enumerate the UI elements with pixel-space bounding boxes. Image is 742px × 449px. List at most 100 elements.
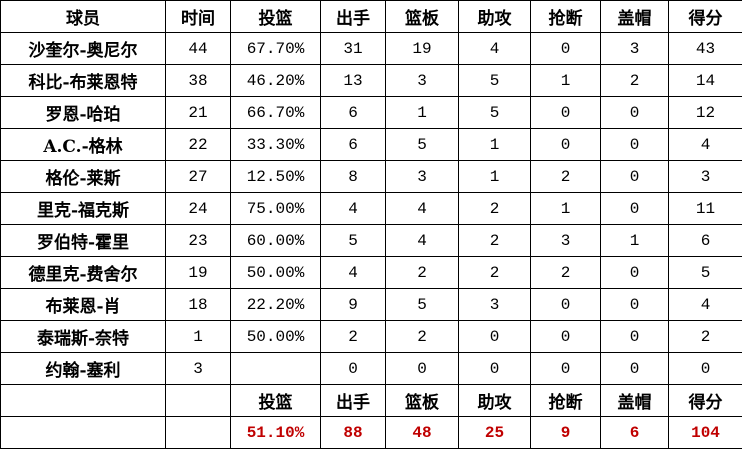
- stat-cell: 0: [530, 288, 601, 321]
- header-row: 球员 时间 投篮 出手 篮板 助攻 抢断 盖帽 得分: [0, 0, 742, 33]
- stat-cell: 75.00%: [230, 192, 321, 225]
- stat-cell: 44: [165, 32, 231, 65]
- total-cell: 104: [668, 416, 742, 449]
- player-name-cell: 泰瑞斯-奈特: [0, 320, 166, 353]
- stat-cell: 66.70%: [230, 96, 321, 129]
- stat-cell: 2: [600, 64, 669, 97]
- stat-cell: 1: [530, 192, 601, 225]
- stat-cell: 4: [668, 288, 742, 321]
- stat-cell: 2: [458, 256, 531, 289]
- stat-cell: 0: [600, 128, 669, 161]
- stat-cell: 19: [165, 256, 231, 289]
- stat-cell: 4: [320, 256, 386, 289]
- table-row: 布莱恩-肖 18 22.20% 9 5 3 0 0 4: [0, 288, 742, 321]
- summary-label-cell: [165, 384, 231, 417]
- stat-cell: 1: [458, 128, 531, 161]
- stat-cell: 3: [600, 32, 669, 65]
- stat-cell: [230, 352, 321, 385]
- stat-cell: 23: [165, 224, 231, 257]
- player-name-cell: 科比-布莱恩特: [0, 64, 166, 97]
- stat-cell: 2: [458, 192, 531, 225]
- stat-cell: 5: [320, 224, 386, 257]
- stat-cell: 9: [320, 288, 386, 321]
- player-name-cell: 布莱恩-肖: [0, 288, 166, 321]
- summary-label-cell: 出手: [320, 384, 386, 417]
- column-header: 得分: [668, 0, 742, 33]
- stat-cell: 67.70%: [230, 32, 321, 65]
- summary-label-cell: 抢断: [530, 384, 601, 417]
- stat-cell: 4: [320, 192, 386, 225]
- table-row: 泰瑞斯-奈特 1 50.00% 2 2 0 0 0 2: [0, 320, 742, 353]
- stat-cell: 50.00%: [230, 320, 321, 353]
- stat-cell: 3: [165, 352, 231, 385]
- stat-cell: 1: [165, 320, 231, 353]
- stat-cell: 2: [385, 256, 459, 289]
- stat-cell: 0: [600, 160, 669, 193]
- table-row: 沙奎尔-奥尼尔 44 67.70% 31 19 4 0 3 43: [0, 32, 742, 65]
- total-cell: 9: [530, 416, 601, 449]
- player-name-cell: 罗恩-哈珀: [0, 96, 166, 129]
- player-name-cell: 沙奎尔-奥尼尔: [0, 32, 166, 65]
- stat-cell: 3: [458, 288, 531, 321]
- stat-cell: 5: [385, 288, 459, 321]
- stat-cell: 12: [668, 96, 742, 129]
- stat-cell: 5: [458, 64, 531, 97]
- column-header: 助攻: [458, 0, 531, 33]
- stat-cell: 46.20%: [230, 64, 321, 97]
- table-row: 罗恩-哈珀 21 66.70% 6 1 5 0 0 12: [0, 96, 742, 129]
- table-row: 格伦-莱斯 27 12.50% 8 3 1 2 0 3: [0, 160, 742, 193]
- stat-cell: 0: [530, 128, 601, 161]
- column-header: 出手: [320, 0, 386, 33]
- stat-cell: 1: [385, 96, 459, 129]
- column-header: 时间: [165, 0, 231, 33]
- stat-cell: 0: [320, 352, 386, 385]
- player-name-cell: A.C.-格林: [0, 128, 166, 161]
- column-header: 篮板: [385, 0, 459, 33]
- player-name-cell: 格伦-莱斯: [0, 160, 166, 193]
- stat-cell: 0: [530, 96, 601, 129]
- player-name-cell: 德里克-费舍尔: [0, 256, 166, 289]
- summary-label-cell: 盖帽: [600, 384, 669, 417]
- summary-label-cell: 投篮: [230, 384, 321, 417]
- summary-label-row: 投篮 出手 篮板 助攻 抢断 盖帽 得分: [0, 384, 742, 417]
- summary-label-cell: 得分: [668, 384, 742, 417]
- stat-cell: 1: [458, 160, 531, 193]
- stat-cell: 11: [668, 192, 742, 225]
- player-name-cell: 罗伯特-霍里: [0, 224, 166, 257]
- stat-cell: 0: [530, 32, 601, 65]
- total-cell: [0, 416, 166, 449]
- stat-cell: 5: [668, 256, 742, 289]
- stat-cell: 2: [530, 256, 601, 289]
- table-row: 科比-布莱恩特 38 46.20% 13 3 5 1 2 14: [0, 64, 742, 97]
- stat-cell: 14: [668, 64, 742, 97]
- table-row: A.C.-格林 22 33.30% 6 5 1 0 0 4: [0, 128, 742, 161]
- summary-label-cell: 篮板: [385, 384, 459, 417]
- stat-cell: 19: [385, 32, 459, 65]
- stat-cell: 13: [320, 64, 386, 97]
- stat-cell: 22: [165, 128, 231, 161]
- summary-label-cell: 助攻: [458, 384, 531, 417]
- stat-cell: 12.50%: [230, 160, 321, 193]
- stat-cell: 6: [668, 224, 742, 257]
- stat-cell: 5: [458, 96, 531, 129]
- total-cell: [165, 416, 231, 449]
- stat-cell: 2: [320, 320, 386, 353]
- stat-cell: 4: [385, 224, 459, 257]
- stat-cell: 3: [668, 160, 742, 193]
- total-cell: 6: [600, 416, 669, 449]
- stat-cell: 0: [600, 288, 669, 321]
- stat-cell: 33.30%: [230, 128, 321, 161]
- stat-cell: 8: [320, 160, 386, 193]
- stat-cell: 4: [668, 128, 742, 161]
- stat-cell: 50.00%: [230, 256, 321, 289]
- stat-cell: 4: [385, 192, 459, 225]
- stat-cell: 21: [165, 96, 231, 129]
- stat-cell: 4: [458, 32, 531, 65]
- summary-label-cell: [0, 384, 166, 417]
- stat-cell: 3: [385, 160, 459, 193]
- stat-cell: 0: [385, 352, 459, 385]
- stat-cell: 22.20%: [230, 288, 321, 321]
- stat-cell: 3: [530, 224, 601, 257]
- player-name-cell: 约翰-塞利: [0, 352, 166, 385]
